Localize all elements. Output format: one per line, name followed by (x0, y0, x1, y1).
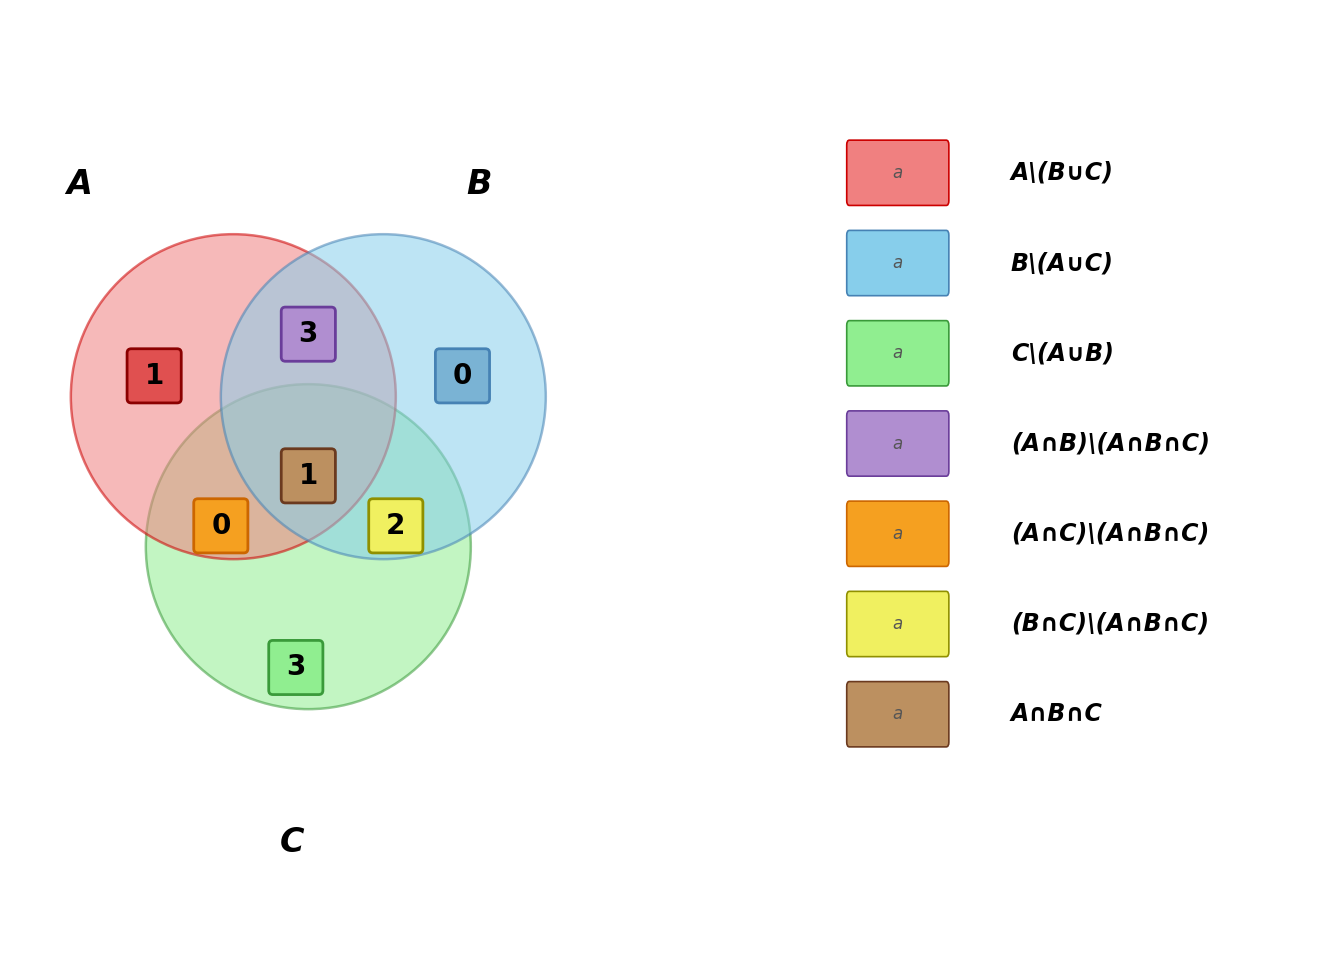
FancyBboxPatch shape (435, 348, 489, 403)
Text: a: a (892, 345, 903, 362)
Text: a: a (892, 254, 903, 272)
FancyBboxPatch shape (281, 307, 336, 361)
Text: A\(B∪C): A\(B∪C) (1011, 161, 1114, 185)
Text: 3: 3 (298, 321, 319, 348)
Text: A∩B∩C: A∩B∩C (1011, 703, 1102, 727)
FancyBboxPatch shape (128, 348, 181, 403)
FancyBboxPatch shape (847, 682, 949, 747)
FancyBboxPatch shape (368, 499, 423, 553)
Text: a: a (892, 615, 903, 633)
Text: 1: 1 (298, 462, 319, 490)
FancyBboxPatch shape (847, 411, 949, 476)
Text: C\(A∪B): C\(A∪B) (1011, 342, 1114, 366)
Text: (B∩C)\(A∩B∩C): (B∩C)\(A∩B∩C) (1011, 612, 1208, 636)
Text: (A∩C)\(A∩B∩C): (A∩C)\(A∩B∩C) (1011, 522, 1210, 545)
FancyBboxPatch shape (194, 499, 247, 553)
Text: 0: 0 (453, 362, 472, 390)
FancyBboxPatch shape (847, 140, 949, 205)
Text: a: a (892, 164, 903, 181)
Circle shape (71, 234, 395, 559)
Text: B\(A∪C): B\(A∪C) (1011, 251, 1114, 275)
Text: 0: 0 (211, 512, 231, 540)
Text: (A∩B)\(A∩B∩C): (A∩B)\(A∩B∩C) (1011, 432, 1210, 456)
Text: B: B (466, 168, 492, 201)
Circle shape (220, 234, 546, 559)
Text: 1: 1 (145, 362, 164, 390)
FancyBboxPatch shape (847, 591, 949, 657)
FancyBboxPatch shape (847, 501, 949, 566)
Text: a: a (892, 525, 903, 542)
Text: 3: 3 (286, 654, 305, 682)
FancyBboxPatch shape (847, 230, 949, 296)
Text: a: a (892, 706, 903, 723)
FancyBboxPatch shape (269, 640, 323, 695)
Circle shape (145, 384, 470, 709)
Text: A: A (66, 168, 93, 201)
Text: 2: 2 (386, 512, 406, 540)
FancyBboxPatch shape (281, 448, 336, 503)
Text: a: a (892, 435, 903, 452)
Text: C: C (280, 826, 304, 859)
FancyBboxPatch shape (847, 321, 949, 386)
